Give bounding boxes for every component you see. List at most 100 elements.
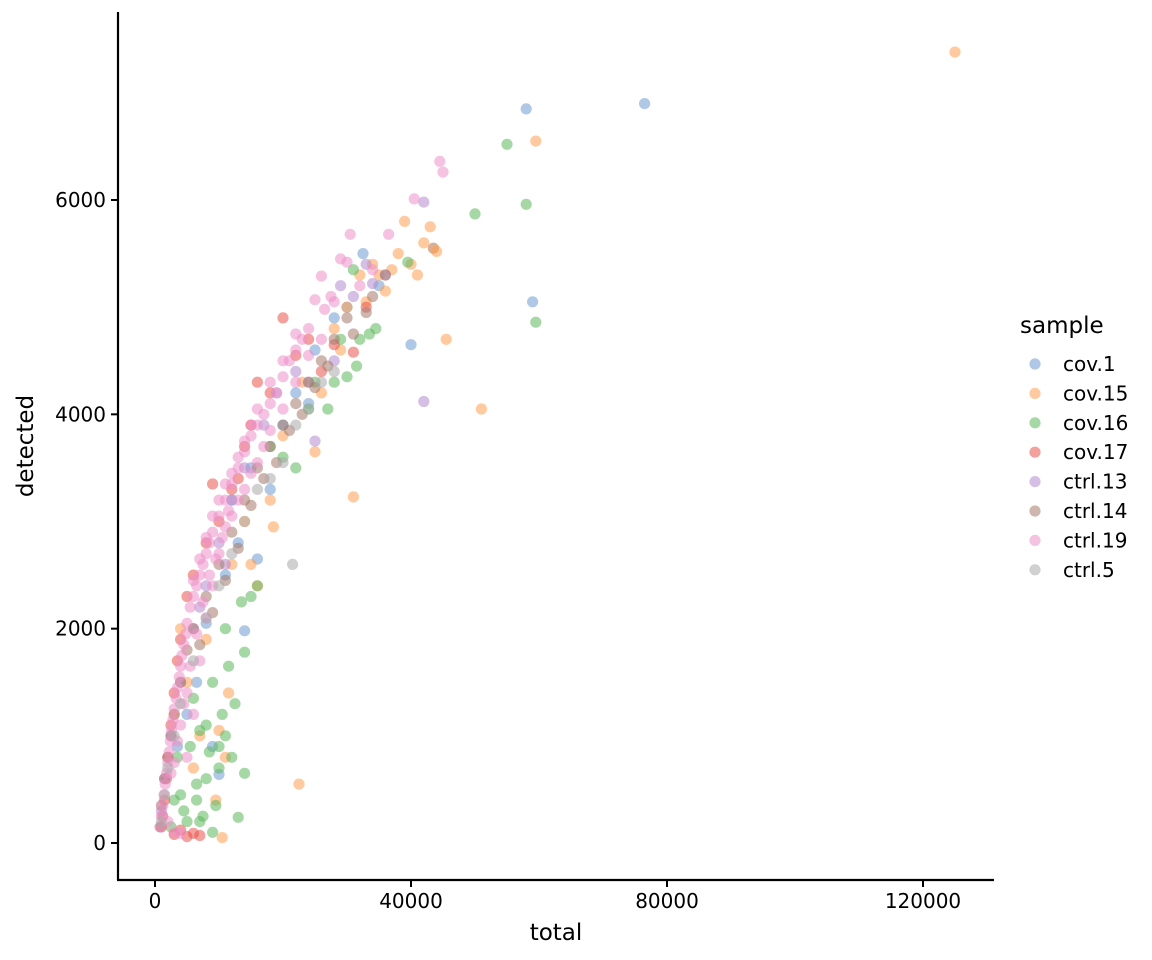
- point-ctrl-14-32: [347, 328, 359, 340]
- point-cov-17-22: [194, 829, 206, 842]
- legend-key-cov-16: [1029, 417, 1041, 429]
- x-tick-label: 40000: [379, 889, 443, 913]
- point-cov-16-11: [328, 376, 340, 388]
- point-ctrl-19-100: [216, 532, 228, 544]
- point-cov-16-39: [219, 623, 231, 635]
- point-cov-17-1: [347, 346, 359, 358]
- point-cov-16-1: [520, 198, 532, 210]
- point-ctrl-19-5: [315, 270, 327, 282]
- point-cov-16-34: [178, 805, 190, 817]
- point-ctrl-19-65: [232, 494, 244, 506]
- point-cov-15-6: [418, 237, 430, 249]
- point-ctrl-5-16: [315, 376, 327, 388]
- point-ctrl-19-70: [264, 424, 276, 436]
- point-cov-1-4: [405, 339, 417, 351]
- x-axis-title: total: [530, 920, 583, 946]
- legend-label-cov-1: cov.1: [1063, 352, 1116, 376]
- point-cov-15-0: [949, 46, 961, 58]
- point-ctrl-5-14: [303, 403, 315, 415]
- legend-title: sample: [1020, 313, 1104, 339]
- point-ctrl-19-67: [245, 467, 257, 479]
- legend-label-ctrl-13: ctrl.13: [1063, 470, 1127, 494]
- point-cov-15-15: [341, 301, 353, 313]
- point-ctrl-19-63: [219, 521, 231, 533]
- point-cov-16-50: [175, 789, 187, 801]
- point-ctrl-5-7: [200, 612, 212, 624]
- legend: sample cov.1 cov.15 cov.16 cov.17 ctrl.13 ctr…: [1020, 313, 1128, 582]
- point-ctrl-13-4: [347, 290, 359, 303]
- point-cov-15-3: [440, 333, 452, 345]
- point-cov-15-40: [431, 245, 443, 257]
- point-cov-15-23: [245, 558, 257, 571]
- point-ctrl-5-15: [290, 419, 302, 431]
- point-ctrl-19-8: [335, 253, 347, 265]
- legend-label-ctrl-19: ctrl.19: [1063, 528, 1127, 552]
- point-ctrl-19-85: [232, 451, 244, 463]
- point-cov-16-24: [210, 799, 222, 812]
- point-ctrl-5-8: [187, 655, 199, 667]
- point-cov-15-21: [264, 494, 276, 506]
- point-ctrl-14-2: [341, 312, 353, 324]
- point-cov-16-40: [239, 767, 251, 779]
- point-cov-16-21: [219, 730, 231, 742]
- point-ctrl-13-6: [309, 435, 321, 447]
- legend-key-cov-15: [1029, 387, 1041, 399]
- point-cov-16-19: [229, 698, 241, 710]
- point-cov-16-49: [194, 816, 206, 828]
- point-ctrl-19-93: [175, 719, 187, 731]
- point-ctrl-19-72: [290, 376, 302, 388]
- point-ctrl-19-71: [277, 403, 289, 415]
- legend-key-ctrl-19: [1029, 534, 1041, 547]
- point-cov-15-20: [267, 521, 279, 533]
- point-ctrl-19-38: [175, 660, 187, 672]
- point-cov-16-38: [226, 751, 238, 763]
- legend-key-ctrl-14: [1029, 505, 1041, 517]
- point-ctrl-5-4: [239, 515, 251, 528]
- point-ctrl-19-91: [290, 328, 302, 340]
- point-ctrl-19-92: [181, 687, 193, 699]
- point-ctrl-19-39: [173, 671, 185, 683]
- point-ctrl-19-58: [187, 708, 199, 721]
- point-ctrl-5-11: [162, 762, 174, 774]
- legend-key-ctrl-13: [1029, 476, 1041, 488]
- point-cov-15-18: [309, 446, 321, 458]
- point-ctrl-19-6: [309, 294, 321, 306]
- legend-label-cov-16: cov.16: [1063, 411, 1128, 435]
- point-cov-15-8: [392, 248, 404, 260]
- point-ctrl-19-57: [181, 751, 193, 763]
- y-tick-label: 0: [93, 831, 106, 855]
- point-ctrl-19-37: [176, 649, 188, 662]
- point-cov-15-2: [475, 403, 487, 415]
- point-ctrl-19-75: [328, 296, 340, 308]
- point-cov-15-24: [223, 687, 235, 699]
- point-ctrl-19-0: [434, 155, 446, 167]
- point-cov-15-10: [379, 285, 391, 297]
- point-cov-16-47: [207, 676, 219, 688]
- point-cov-16-0: [530, 316, 542, 328]
- point-ctrl-19-51: [157, 799, 169, 812]
- point-ctrl-14-3: [328, 333, 340, 345]
- point-ctrl-5-9: [175, 698, 187, 710]
- point-ctrl-19-46: [163, 746, 175, 758]
- point-cov-16-51: [213, 740, 225, 753]
- point-cov-1-10: [239, 625, 251, 637]
- point-ctrl-19-1: [437, 166, 449, 178]
- point-cov-17-29: [251, 376, 263, 388]
- point-ctrl-19-99: [210, 553, 222, 565]
- point-cov-16-25: [207, 826, 219, 838]
- point-ctrl-19-78: [187, 574, 199, 587]
- x-tick-label: 120000: [885, 889, 961, 913]
- point-ctrl-19-3: [383, 228, 395, 240]
- point-cov-15-19: [293, 778, 305, 790]
- point-ctrl-19-76: [354, 280, 366, 292]
- point-ctrl-19-69: [258, 440, 270, 453]
- legend-label-ctrl-5: ctrl.5: [1063, 558, 1115, 582]
- point-ctrl-19-80: [200, 532, 212, 544]
- point-ctrl-5-2: [264, 473, 276, 485]
- point-cov-16-9: [347, 264, 359, 276]
- point-ctrl-14-33: [360, 306, 372, 319]
- point-cov-15-39: [411, 269, 423, 281]
- point-ctrl-5-5: [226, 548, 238, 560]
- point-ctrl-19-10: [319, 303, 331, 315]
- legend-key-cov-1: [1029, 358, 1041, 370]
